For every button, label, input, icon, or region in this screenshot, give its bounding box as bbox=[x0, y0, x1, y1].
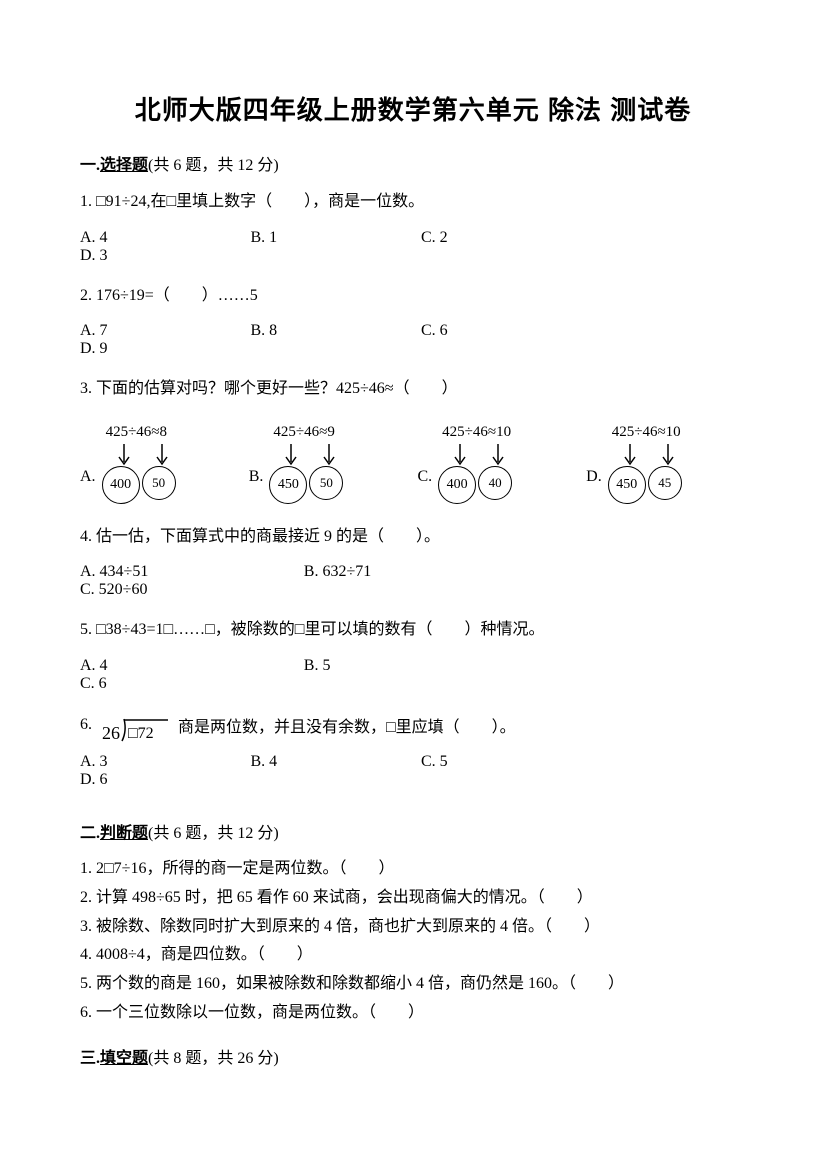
q3-letter-c: C. bbox=[417, 468, 432, 486]
q6-tail: 商是两位数，并且没有余数，□里应填（ ）。 bbox=[178, 713, 516, 737]
q4-options: A. 434÷51 B. 632÷71 C. 520÷60 bbox=[80, 563, 746, 599]
q6-row: 6. 26 □72 商是两位数，并且没有余数，□里应填（ ）。 bbox=[80, 711, 746, 739]
q5-text: 5. □38÷43=1□……□，被除数的□里可以填的数有（ ）种情况。 bbox=[80, 617, 746, 643]
judge-3: 3. 被除数、除数同时扩大到原来的 4 倍，商也扩大到原来的 4 倍。（ ） bbox=[80, 915, 746, 940]
q3-d-c2: 45 bbox=[648, 466, 682, 500]
q3-letter-a: A. bbox=[80, 468, 96, 486]
q3-a-c1: 400 bbox=[102, 466, 140, 504]
q6-opt-a: A. 3 bbox=[80, 753, 247, 771]
q4-text: 4. 估一估，下面算式中的商最接近 9 的是（ ）。 bbox=[80, 524, 746, 550]
sec1-label: 选择题 bbox=[100, 157, 148, 174]
sec2-detail: (共 6 题，共 12 分) bbox=[148, 825, 279, 842]
sec2-prefix: 二. bbox=[80, 825, 100, 842]
q6-options: A. 3 B. 4 C. 5 D. 6 bbox=[80, 753, 746, 789]
q4-opt-a: A. 434÷51 bbox=[80, 563, 300, 581]
q3-text: 3. 下面的估算对吗？哪个更好一些？425÷46≈（ ） bbox=[80, 376, 746, 402]
q3-c-c1: 400 bbox=[438, 466, 476, 504]
q3-diagram-d: D. 425÷46≈10 450 45 bbox=[586, 424, 746, 494]
q5-options: A. 4 B. 5 C. 6 bbox=[80, 657, 746, 693]
sec3-label: 填空题 bbox=[100, 1050, 148, 1067]
judge-6: 6. 一个三位数除以一位数，商是两位数。（ ） bbox=[80, 1001, 746, 1026]
q2-options: A. 7 B. 8 C. 6 D. 9 bbox=[80, 322, 746, 358]
q3-letter-d: D. bbox=[586, 468, 602, 486]
q1-opt-d: D. 3 bbox=[80, 247, 247, 265]
q3-a-c2: 50 bbox=[142, 466, 176, 500]
arrow-down-icon bbox=[610, 442, 700, 468]
q6-opt-d: D. 6 bbox=[80, 771, 247, 789]
q3-eq-c: 425÷46≈10 bbox=[442, 424, 511, 441]
sec2-label: 判断题 bbox=[100, 825, 148, 842]
judge-4: 4. 4008÷4，商是四位数。（ ） bbox=[80, 943, 746, 968]
q1-opt-a: A. 4 bbox=[80, 229, 247, 247]
q3-b-c1: 450 bbox=[269, 466, 307, 504]
section-1-head: 一.选择题(共 6 题，共 12 分) bbox=[80, 151, 746, 175]
arrow-down-icon bbox=[440, 442, 530, 468]
q3-c-c2: 40 bbox=[478, 466, 512, 500]
q5-opt-b: B. 5 bbox=[304, 657, 524, 675]
q6-num: 6. bbox=[80, 716, 92, 734]
long-division-icon: 26 □72 bbox=[100, 711, 170, 745]
q6-opt-c: C. 5 bbox=[421, 753, 588, 771]
q3-diagram-a: A. 425÷46≈8 400 50 bbox=[80, 424, 240, 494]
q3-b-c2: 50 bbox=[309, 466, 343, 500]
q6-opt-b: B. 4 bbox=[251, 753, 418, 771]
q5-opt-c: C. 6 bbox=[80, 675, 300, 693]
sec3-prefix: 三. bbox=[80, 1050, 100, 1067]
q1-options: A. 4 B. 1 C. 2 D. 3 bbox=[80, 229, 746, 265]
section-3-head: 三.填空题(共 8 题，共 26 分) bbox=[80, 1044, 746, 1068]
sec1-detail: (共 6 题，共 12 分) bbox=[148, 157, 279, 174]
q3-diagram-b: B. 425÷46≈9 450 50 bbox=[249, 424, 409, 494]
q1-opt-b: B. 1 bbox=[251, 229, 418, 247]
q3-eq-d: 425÷46≈10 bbox=[612, 424, 681, 441]
q4-opt-b: B. 632÷71 bbox=[304, 563, 524, 581]
q3-eq-a: 425÷46≈8 bbox=[106, 424, 167, 441]
q3-eq-b: 425÷46≈9 bbox=[273, 424, 334, 441]
q6-dividend: □72 bbox=[128, 725, 154, 742]
q2-opt-d: D. 9 bbox=[80, 340, 247, 358]
arrow-down-icon bbox=[271, 442, 361, 468]
sec1-prefix: 一. bbox=[80, 157, 100, 174]
page-title: 北师大版四年级上册数学第六单元 除法 测试卷 bbox=[80, 90, 746, 127]
q2-opt-a: A. 7 bbox=[80, 322, 247, 340]
q2-text: 2. 176÷19=（ ）……5 bbox=[80, 283, 746, 309]
section-2-head: 二.判断题(共 6 题，共 12 分) bbox=[80, 819, 746, 843]
q3-diagram-c: C. 425÷46≈10 400 40 bbox=[417, 424, 577, 494]
q3-d-c1: 450 bbox=[608, 466, 646, 504]
arrow-down-icon bbox=[104, 442, 194, 468]
q3-diagrams: A. 425÷46≈8 400 50 B. 425÷46≈9 bbox=[80, 424, 746, 494]
q1-opt-c: C. 2 bbox=[421, 229, 588, 247]
q1-text: 1. □91÷24,在□里填上数字（ ），商是一位数。 bbox=[80, 189, 746, 215]
q3-letter-b: B. bbox=[249, 468, 264, 486]
worksheet-page: 北师大版四年级上册数学第六单元 除法 测试卷 一.选择题(共 6 题，共 12 … bbox=[0, 0, 826, 1169]
q4-opt-c: C. 520÷60 bbox=[80, 581, 300, 599]
q5-opt-a: A. 4 bbox=[80, 657, 300, 675]
sec3-detail: (共 8 题，共 26 分) bbox=[148, 1050, 279, 1067]
judge-list: 1. 2□7÷16，所得的商一定是两位数。（ ） 2. 计算 498÷65 时，… bbox=[80, 857, 746, 1026]
q2-opt-c: C. 6 bbox=[421, 322, 588, 340]
judge-2: 2. 计算 498÷65 时，把 65 看作 60 来试商，会出现商偏大的情况。… bbox=[80, 886, 746, 911]
q6-divisor: 26 bbox=[102, 723, 120, 743]
q2-opt-b: B. 8 bbox=[251, 322, 418, 340]
judge-1: 1. 2□7÷16，所得的商一定是两位数。（ ） bbox=[80, 857, 746, 882]
judge-5: 5. 两个数的商是 160，如果被除数和除数都缩小 4 倍，商仍然是 160。（… bbox=[80, 972, 746, 997]
